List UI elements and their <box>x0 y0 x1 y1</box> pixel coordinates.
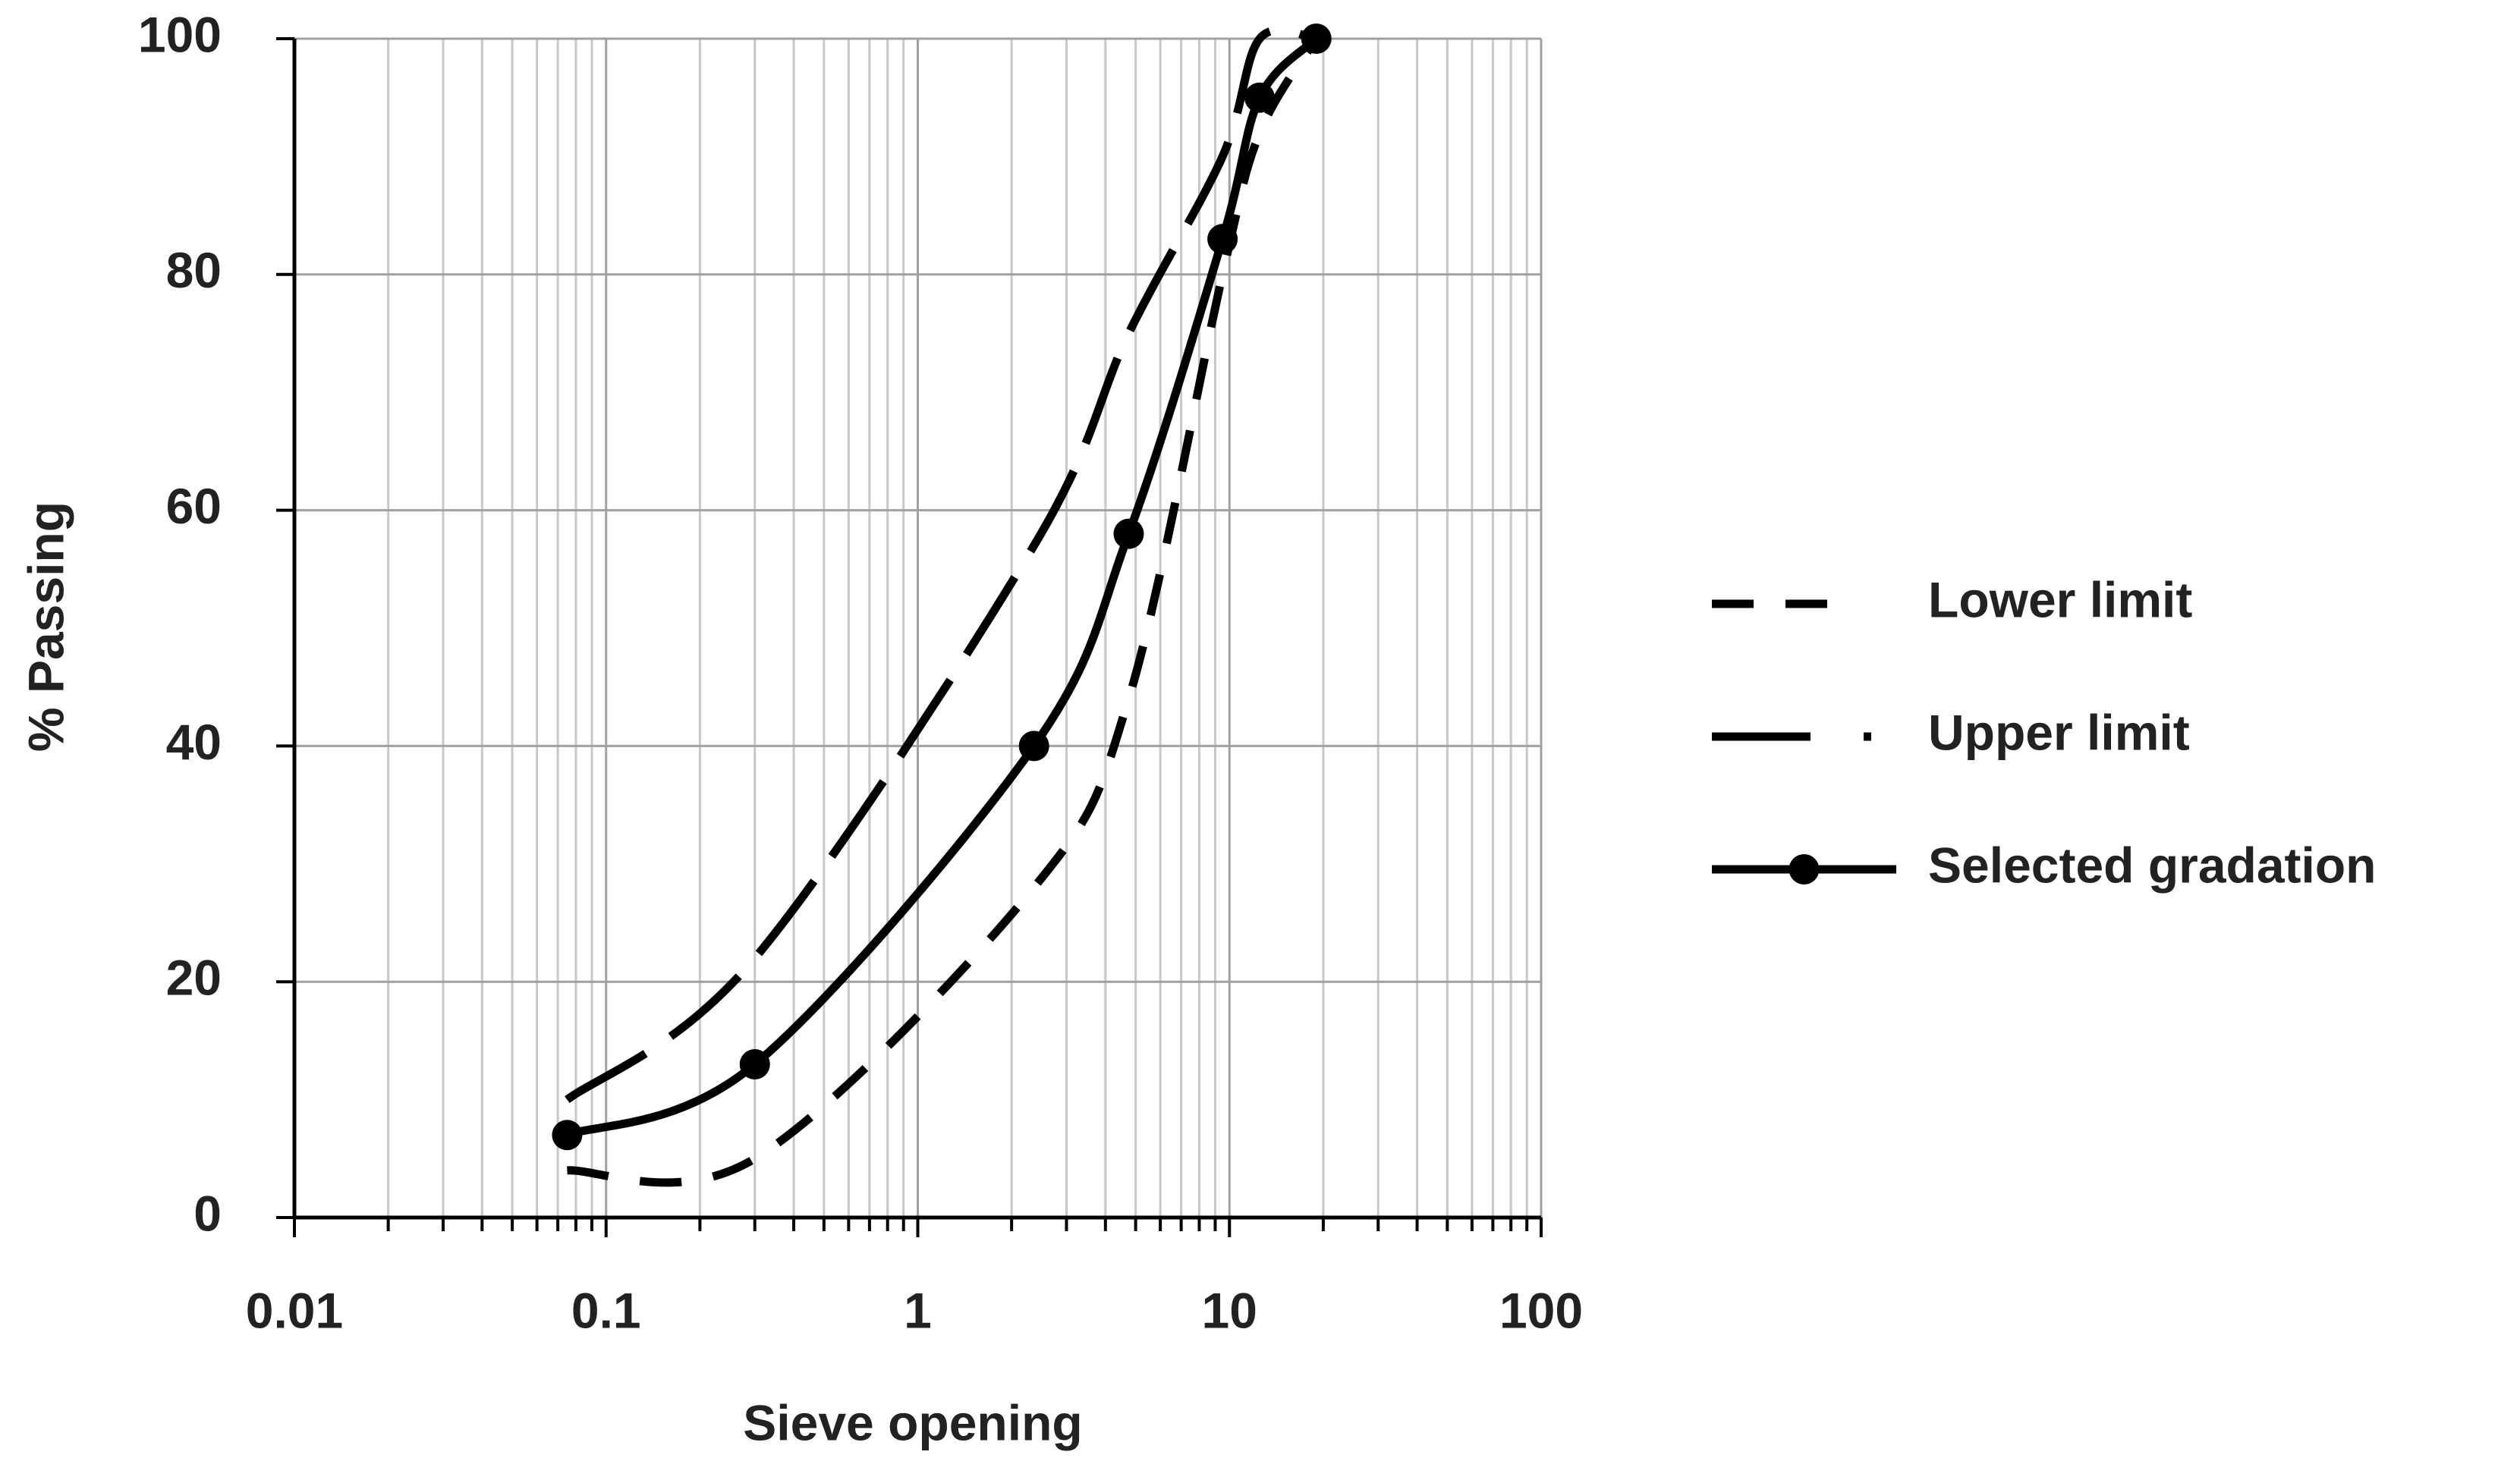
x-tick-label: 10 <box>1202 1282 1257 1338</box>
x-tick-label: 0.1 <box>571 1282 641 1338</box>
data-point <box>1207 224 1238 255</box>
data-point <box>1301 24 1332 54</box>
x-axis-title: Sieve opening <box>743 1394 1082 1450</box>
legend-label: Lower limit <box>1928 571 2192 627</box>
legend-marker <box>1789 854 1820 885</box>
legend-label: Upper limit <box>1928 704 2190 760</box>
series-line <box>567 36 1320 1187</box>
y-tick-label: 40 <box>166 714 222 770</box>
legend-label: Selected gradation <box>1928 837 2377 893</box>
data-point <box>739 1048 770 1079</box>
y-tick-label: 0 <box>193 1185 222 1241</box>
y-tick-label: 60 <box>166 478 222 534</box>
y-tick-label: 80 <box>166 242 222 298</box>
series-line <box>565 35 1320 1139</box>
y-tick-label: 100 <box>138 6 222 62</box>
x-tick-label: 0.01 <box>246 1282 343 1338</box>
x-tick-label: 100 <box>1499 1282 1583 1338</box>
data-point <box>1113 518 1144 549</box>
y-axis-title: % Passing <box>17 501 74 752</box>
x-tick-label: 1 <box>904 1282 932 1338</box>
series-line <box>565 26 1317 1104</box>
y-tick-label: 20 <box>166 950 222 1006</box>
data-point <box>552 1120 583 1151</box>
data-point <box>1018 731 1049 762</box>
data-point <box>1244 82 1276 113</box>
